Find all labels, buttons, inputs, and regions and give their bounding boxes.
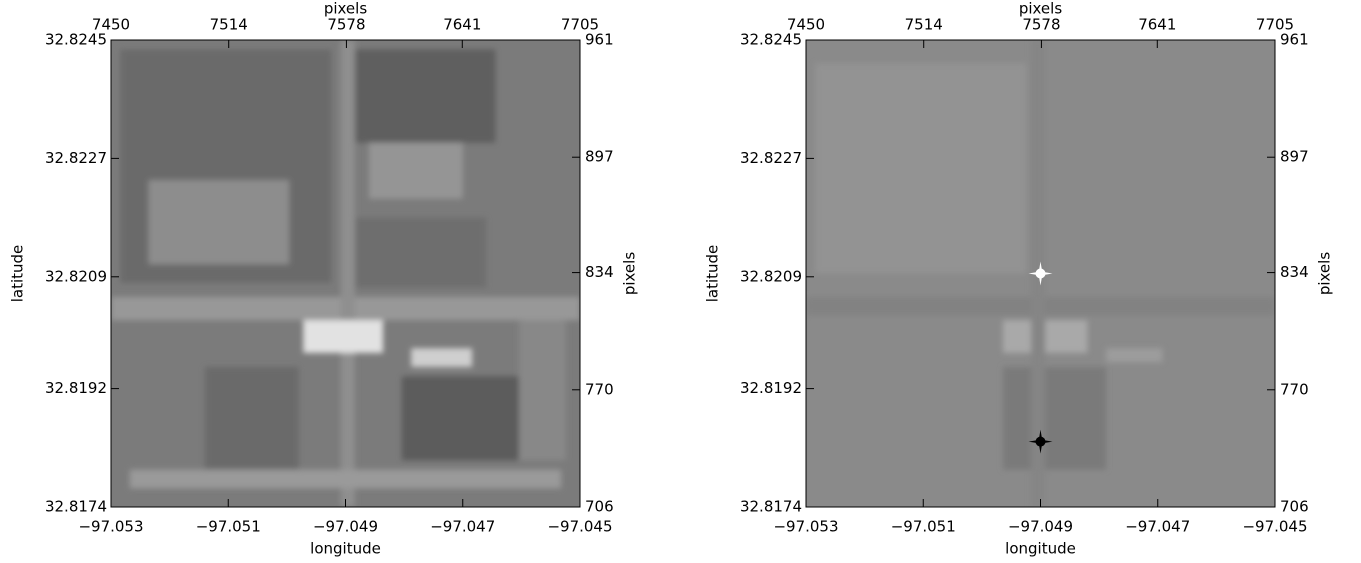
y2-axis-label: pixels	[1316, 252, 1334, 296]
y2-tick-label: 834	[585, 263, 614, 281]
x2-axis-label: pixels	[324, 0, 368, 18]
y-axis-label: latitude	[9, 245, 27, 303]
y2-tick-label: 834	[1280, 263, 1309, 281]
x2-tick-label: 7641	[443, 16, 481, 34]
y-tick-label: 32.8174	[740, 498, 802, 516]
x-tick-label: −97.051	[891, 518, 956, 536]
image-region	[303, 320, 383, 353]
x2-tick-label: 7514	[210, 16, 248, 34]
y-tick-label: 32.8209	[45, 267, 107, 285]
y-tick-label: 32.8174	[45, 498, 107, 516]
y-axis-label: latitude	[704, 245, 722, 303]
x-tick-label: −97.049	[313, 518, 378, 536]
image-region	[130, 470, 561, 489]
y-tick-label: 32.8245	[740, 31, 802, 49]
y2-tick-label: 706	[585, 498, 614, 516]
image-region	[519, 320, 566, 460]
x-tick-label: −97.053	[78, 518, 143, 536]
x-tick-label: −97.045	[1242, 518, 1307, 536]
image-region	[815, 63, 1026, 273]
y-tick-label: 32.8227	[740, 149, 802, 167]
image-region	[369, 143, 463, 199]
y2-tick-label: 770	[1280, 380, 1309, 398]
y2-tick-label: 770	[585, 380, 614, 398]
image-region	[205, 367, 299, 484]
y-tick-label: 32.8192	[740, 379, 802, 397]
x-axis-label: longitude	[1005, 540, 1076, 558]
x-axis-label: longitude	[310, 540, 381, 558]
image-region	[341, 40, 355, 507]
image-region	[402, 376, 519, 460]
y2-tick-label: 897	[585, 148, 614, 166]
y-tick-label: 32.8227	[45, 149, 107, 167]
x2-axis-label: pixels	[1019, 0, 1063, 18]
image-region	[411, 348, 472, 367]
image-region	[1003, 367, 1106, 470]
y-tick-label: 32.8245	[45, 31, 107, 49]
x-tick-label: −97.053	[773, 518, 838, 536]
x2-tick-label: 7578	[327, 16, 365, 34]
image-region	[149, 180, 290, 264]
image	[806, 40, 1275, 507]
image-region	[355, 49, 496, 142]
image-region	[1106, 348, 1162, 362]
y2-tick-label: 897	[1280, 148, 1309, 166]
figure: −97.053−97.051−97.049−97.047−97.04574507…	[0, 0, 1361, 563]
y2-axis-label: pixels	[621, 252, 639, 296]
image	[111, 40, 580, 507]
x-tick-label: −97.045	[547, 518, 612, 536]
y-tick-label: 32.8209	[740, 267, 802, 285]
x-tick-label: −97.049	[1008, 518, 1073, 536]
y2-tick-label: 706	[1280, 498, 1309, 516]
y2-tick-label: 961	[1280, 31, 1309, 49]
point-source-core	[1036, 437, 1046, 447]
x-tick-label: −97.047	[430, 518, 495, 536]
image-region	[355, 217, 486, 287]
y2-tick-label: 961	[585, 31, 614, 49]
x2-tick-label: 7514	[905, 16, 943, 34]
x2-tick-label: 7641	[1138, 16, 1176, 34]
point-source-core	[1036, 269, 1046, 279]
x2-tick-label: 7578	[1022, 16, 1060, 34]
x-tick-label: −97.047	[1125, 518, 1190, 536]
y-tick-label: 32.8192	[45, 379, 107, 397]
x-tick-label: −97.051	[196, 518, 261, 536]
